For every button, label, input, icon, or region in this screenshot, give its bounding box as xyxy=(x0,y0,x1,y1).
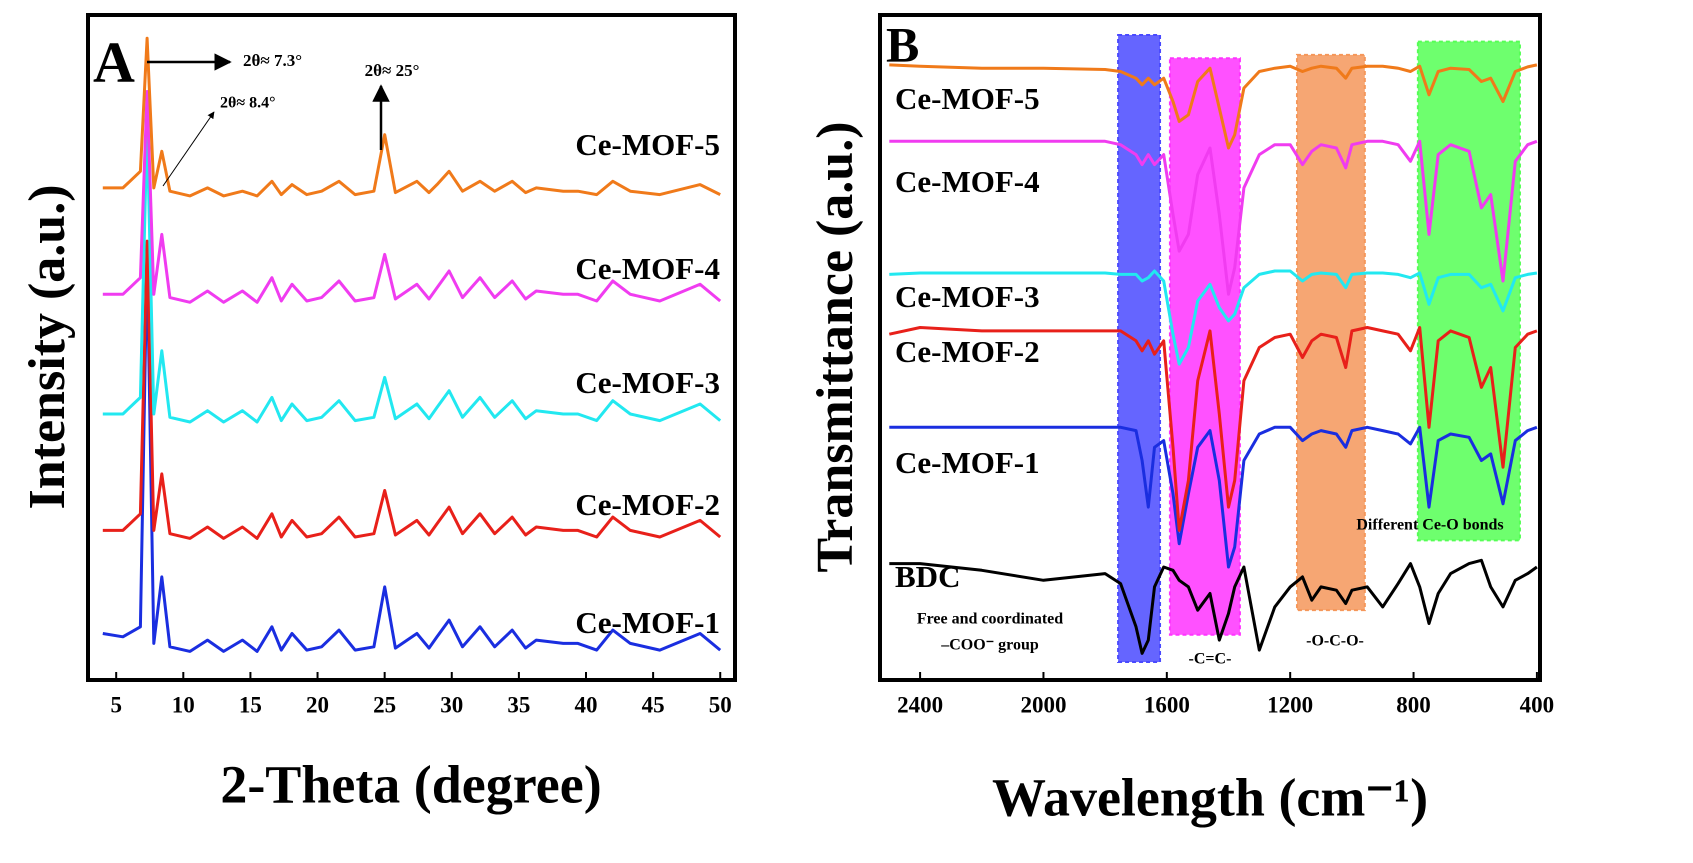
x-tick-label: 25 xyxy=(373,692,396,717)
x-tick-label: 2400 xyxy=(897,692,943,717)
series-label: Ce-MOF-2 xyxy=(895,334,1040,369)
x-axis-label: 2-Theta (degree) xyxy=(220,754,601,814)
series-line xyxy=(102,252,722,653)
series-label: BDC xyxy=(895,559,960,594)
region-band xyxy=(1295,53,1366,612)
series-label: Ce-MOF-1 xyxy=(895,445,1040,480)
band-label: –COO⁻ group xyxy=(940,637,1039,654)
series-line xyxy=(102,90,722,304)
x-tick-label: 50 xyxy=(709,692,732,717)
series-line xyxy=(889,425,1538,569)
x-tick-label: 20 xyxy=(306,692,329,717)
x-tick-label: 40 xyxy=(575,692,598,717)
band-label: -O-C-O- xyxy=(1306,633,1364,650)
x-tick-label: 1600 xyxy=(1144,692,1190,717)
y-axis-label: Intensity (a.u.) xyxy=(19,184,76,509)
series-label: Ce-MOF-4 xyxy=(895,164,1040,199)
annotation: 2θ≈ 8.4° xyxy=(220,95,276,112)
x-tick-label: 15 xyxy=(239,692,262,717)
plot-frame xyxy=(878,13,1542,682)
series-line xyxy=(888,326,1538,532)
series-label: Ce-MOF-2 xyxy=(575,487,720,522)
series-line xyxy=(889,63,1538,150)
panel-label: B xyxy=(886,16,919,72)
y-axis-label: Transmittance (a.u.) xyxy=(807,121,864,572)
plot-area xyxy=(888,33,1538,664)
panel: Ce-MOF-1 Ce-MOF-2 Ce-MOF-3 Ce-MOF-4 Ce-MOF-5… xyxy=(19,13,737,814)
x-tick-label: 1200 xyxy=(1267,692,1313,717)
annotation: 2θ≈ 7.3° xyxy=(243,51,302,70)
series-label: Ce-MOF-5 xyxy=(575,127,720,162)
plot-frame xyxy=(86,13,737,682)
x-tick-label: 45 xyxy=(642,692,665,717)
x-tick-label: 5 xyxy=(110,692,122,717)
series-line xyxy=(102,123,722,424)
panel-label: A xyxy=(93,29,135,94)
band-label: Different Ce-O bonds xyxy=(1356,517,1503,534)
x-tick-label: 800 xyxy=(1396,692,1431,717)
series-label: Ce-MOF-3 xyxy=(895,279,1040,314)
series-line xyxy=(889,139,1538,296)
series-line xyxy=(102,36,721,198)
series-label: Ce-MOF-4 xyxy=(575,251,720,286)
series-line xyxy=(889,269,1538,366)
x-axis-label: Wavelength (cm⁻¹) xyxy=(992,767,1428,827)
panel: BDC Ce-MOF-1 Ce-MOF-2 Ce-MOF-3 Ce-MOF-4 Ce-MO… xyxy=(807,13,1555,827)
series-line xyxy=(889,558,1538,655)
band-label: -C=C- xyxy=(1189,651,1232,668)
series-label: Ce-MOF-3 xyxy=(575,365,720,400)
x-tick-label: 30 xyxy=(440,692,463,717)
plot-area xyxy=(102,36,722,653)
series-label: Ce-MOF-5 xyxy=(895,81,1040,116)
series-label: Ce-MOF-1 xyxy=(575,605,720,640)
annotation-arrow xyxy=(162,111,215,187)
series-line xyxy=(102,239,722,540)
annotation: 2θ≈ 25° xyxy=(365,61,420,80)
x-tick-label: 400 xyxy=(1520,692,1555,717)
band-label: Free and coordinated xyxy=(917,611,1063,628)
x-tick-label: 35 xyxy=(507,692,530,717)
x-tick-label: 2000 xyxy=(1020,692,1066,717)
x-tick-label: 10 xyxy=(172,692,195,717)
